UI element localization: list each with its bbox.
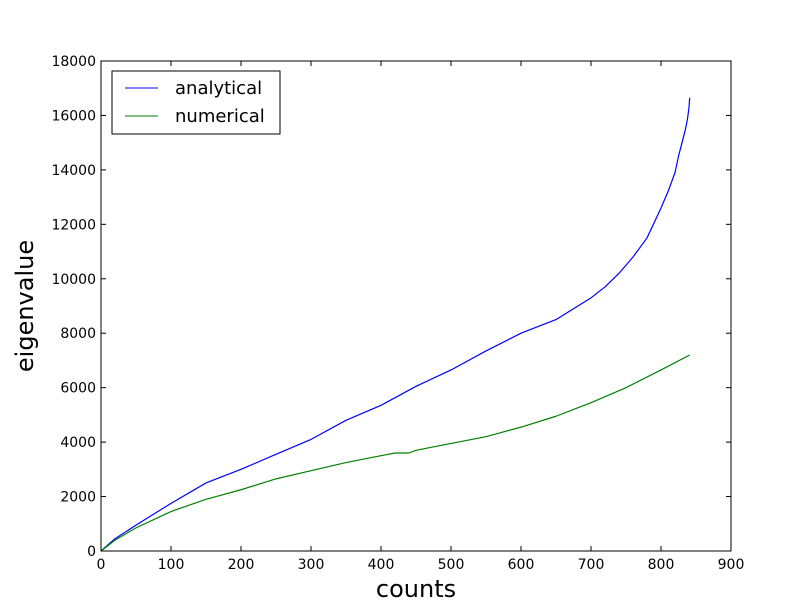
series-line-numerical	[100, 354, 690, 552]
y-tick-label: 10000	[51, 272, 96, 288]
y-tick-label: 14000	[51, 163, 96, 179]
x-tick-label: 400	[368, 557, 395, 573]
y-tick-label: 12000	[51, 217, 96, 233]
y-tick-label: 16000	[51, 108, 96, 124]
x-tick-label: 500	[438, 557, 465, 573]
ticks-layer: 0 100 200 300 400 500 600 700 800 900 0 2000 4000 600…	[51, 54, 744, 573]
x-tick-label: 300	[298, 557, 325, 573]
x-tick-label: 100	[158, 557, 185, 573]
series-layer	[100, 97, 691, 552]
legend-label-numerical: numerical	[175, 106, 265, 127]
series-line-analytical	[100, 97, 691, 552]
x-axis-title: counts	[376, 575, 456, 603]
y-tick-label: 18000	[51, 54, 96, 70]
x-tick-label: 800	[648, 557, 675, 573]
y-tick-label: 6000	[60, 381, 96, 397]
y-tick-label: 2000	[60, 490, 96, 506]
legend: analytical numerical	[111, 70, 281, 135]
plot-area-frame	[100, 60, 732, 552]
y-tick-label: 8000	[60, 326, 96, 342]
x-tick-label: 900	[718, 557, 745, 573]
y-axis-title: eigenvalue	[11, 240, 39, 372]
y-tick-label: 0	[87, 544, 96, 560]
x-tick-label: 600	[508, 557, 535, 573]
legend-box	[111, 70, 281, 135]
legend-label-analytical: analytical	[175, 78, 262, 99]
y-tick-label: 4000	[60, 435, 96, 451]
x-tick-label: 700	[578, 557, 605, 573]
x-tick-label: 0	[97, 557, 106, 573]
x-tick-label: 200	[228, 557, 255, 573]
